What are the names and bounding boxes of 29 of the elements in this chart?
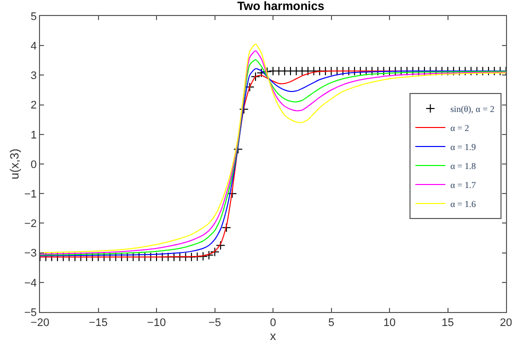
y-tick-label: 1 (30, 129, 37, 142)
y-tick-label: 3 (30, 70, 37, 82)
x-tick-label: −15 (88, 317, 108, 330)
y-axis-title: u(x,3) (8, 148, 22, 180)
y-tick-label: −5 (24, 306, 37, 319)
y-tick-label: −2 (24, 218, 37, 230)
chart-title: Two harmonics (237, 0, 325, 14)
x-axis-title: x (270, 329, 276, 344)
y-tick-label: −4 (24, 277, 37, 290)
legend-label: α = 1.7 (450, 180, 476, 190)
x-tick-label: 15 (442, 317, 454, 330)
legend-label: α = 1.8 (450, 160, 476, 171)
x-tick-label: −10 (147, 317, 166, 330)
x-tick-label: 20 (500, 317, 512, 330)
y-tick-label: 5 (30, 10, 37, 23)
legend-label: sin(θ), α = 2 (450, 104, 494, 114)
x-tick-label: −20 (30, 317, 50, 330)
y-tick-label: −3 (24, 248, 37, 260)
x-tick-label: 0 (270, 317, 276, 330)
y-tick-label: 2 (30, 100, 37, 112)
x-tick-label: 10 (383, 317, 396, 330)
legend-label: α = 1.9 (450, 142, 476, 152)
y-tick-label: 4 (30, 40, 37, 52)
y-tick-label: −1 (24, 188, 37, 200)
legend-label: α = 2 (450, 122, 470, 133)
legend-label: α = 1.6 (450, 198, 476, 209)
x-tick-label: −5 (208, 317, 222, 330)
x-tick-label: 5 (328, 317, 334, 330)
y-tick-label: 0 (30, 158, 37, 171)
